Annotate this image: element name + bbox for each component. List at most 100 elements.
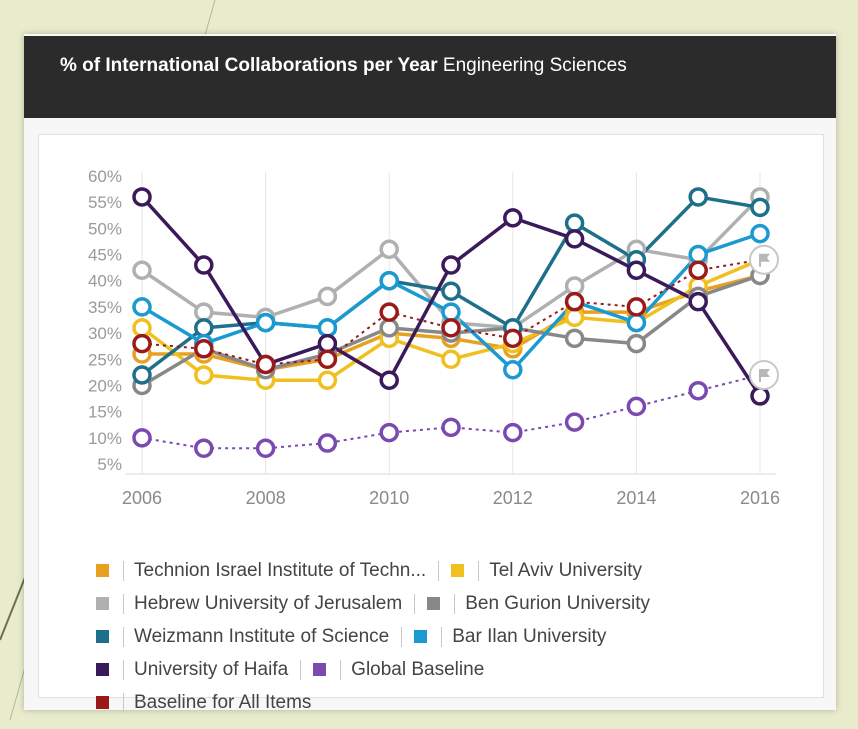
legend-swatch [96,663,109,676]
legend-label: University of Haifa [134,658,289,680]
legend-swatch [451,564,465,577]
data-point [564,213,585,233]
data-point [441,349,461,370]
data-point [441,281,461,301]
legend-divider [123,659,124,680]
data-point [503,359,523,380]
data-point [626,297,647,317]
legend-item[interactable]: Baseline for All Items [96,692,311,714]
chart-title-bold: % of International Collaborations per Ye… [60,55,438,76]
legend-label: Bar Ilan University [452,625,607,647]
legend-label: Tel Aviv University [489,559,642,581]
series-line [141,374,761,450]
data-point [688,380,708,401]
legend-divider [123,692,124,713]
legend-item[interactable]: Ben Gurion University [427,593,650,615]
legend-separator [401,626,403,647]
data-point [750,386,770,406]
y-tick-label: 40% [88,272,122,291]
legend-row: Hebrew University of Jerusalem Ben Gurion… [96,587,816,620]
data-point [688,260,708,281]
y-tick-label: 10% [88,429,122,448]
data-point [626,396,647,417]
data-point [317,433,338,453]
data-point [503,328,523,349]
y-tick-label: 25% [88,350,122,369]
legend-row: Technion Israel Institute of Techn... Tel… [96,554,816,587]
chart-card: % of International Collaborations per Ye… [24,34,836,713]
data-point [379,370,399,390]
data-point [317,349,338,370]
data-point [688,244,708,265]
chart-title: % of International Collaborations per Ye… [24,36,836,118]
legend-label: Global Baseline [351,658,485,680]
x-tick-label: 2006 [122,488,162,508]
legend-separator [438,560,440,581]
legend-item[interactable]: Tel Aviv University [451,560,642,582]
data-point [255,354,276,375]
y-tick-label: 50% [88,219,122,238]
flag-icon [759,368,770,382]
line-chart: 60% 55% 50% 45% 40% 35% 30% 25% 20% 15% 10% 5%2006 2… [88,167,780,508]
data-point [564,412,585,432]
legend-swatch [414,630,428,643]
legend-item[interactable]: University of Haifa [96,659,288,681]
data-point [132,318,152,338]
y-tick-label: 35% [88,298,122,317]
legend-swatch [96,564,109,577]
y-tick-label: 60% [88,167,122,186]
legend-swatch [313,663,327,676]
legend-divider [441,626,443,647]
data-point [503,422,523,443]
data-point [255,438,276,459]
data-point [564,291,585,312]
data-point [564,307,585,328]
data-point [194,339,214,359]
data-point [626,333,647,354]
data-point [132,365,152,385]
data-point [132,260,152,281]
legend-divider [340,659,342,680]
legend-item[interactable]: Technion Israel Institute of Techn... [96,560,426,582]
y-tick-label: 20% [88,376,122,395]
data-point [688,291,708,312]
legend-item[interactable]: Weizmann Institute of Science [96,626,389,648]
data-point [132,333,152,354]
legend-item[interactable]: Global Baseline [313,659,484,681]
legend-label: Hebrew University of Jerusalem [134,592,403,614]
data-point [379,318,399,338]
data-point [626,312,647,333]
legend-divider [123,593,124,614]
data-point [379,239,399,260]
legend-label: Baseline for All Items [134,691,312,713]
data-point [194,255,214,275]
data-point [441,417,461,438]
flag-icon [759,253,770,267]
data-point [379,302,399,322]
data-point [132,428,152,448]
legend-label: Ben Gurion University [465,592,650,614]
data-point [194,302,214,322]
data-point [255,312,276,333]
x-tick-label: 2014 [616,488,656,508]
data-point [317,370,338,390]
x-tick-label: 2016 [740,488,780,508]
data-point [317,318,338,338]
data-point [441,302,461,322]
legend-separator [300,659,302,680]
x-tick-label: 2012 [493,488,533,508]
data-point [379,422,399,443]
legend-label: Technion Israel Institute of Techn... [134,559,427,581]
data-point [317,286,338,307]
x-tick-label: 2008 [246,488,286,508]
legend-item[interactable]: Hebrew University of Jerusalem [96,593,402,615]
data-point [441,318,461,338]
legend-divider [454,593,456,614]
data-point [564,276,585,296]
legend-item[interactable]: Bar Ilan University [414,626,606,648]
data-point [750,197,770,218]
chart-legend: Technion Israel Institute of Techn... Tel… [96,554,816,719]
chart-title-subject: Engineering Sciences [442,55,627,76]
data-point [132,297,152,317]
legend-separator [414,593,416,614]
